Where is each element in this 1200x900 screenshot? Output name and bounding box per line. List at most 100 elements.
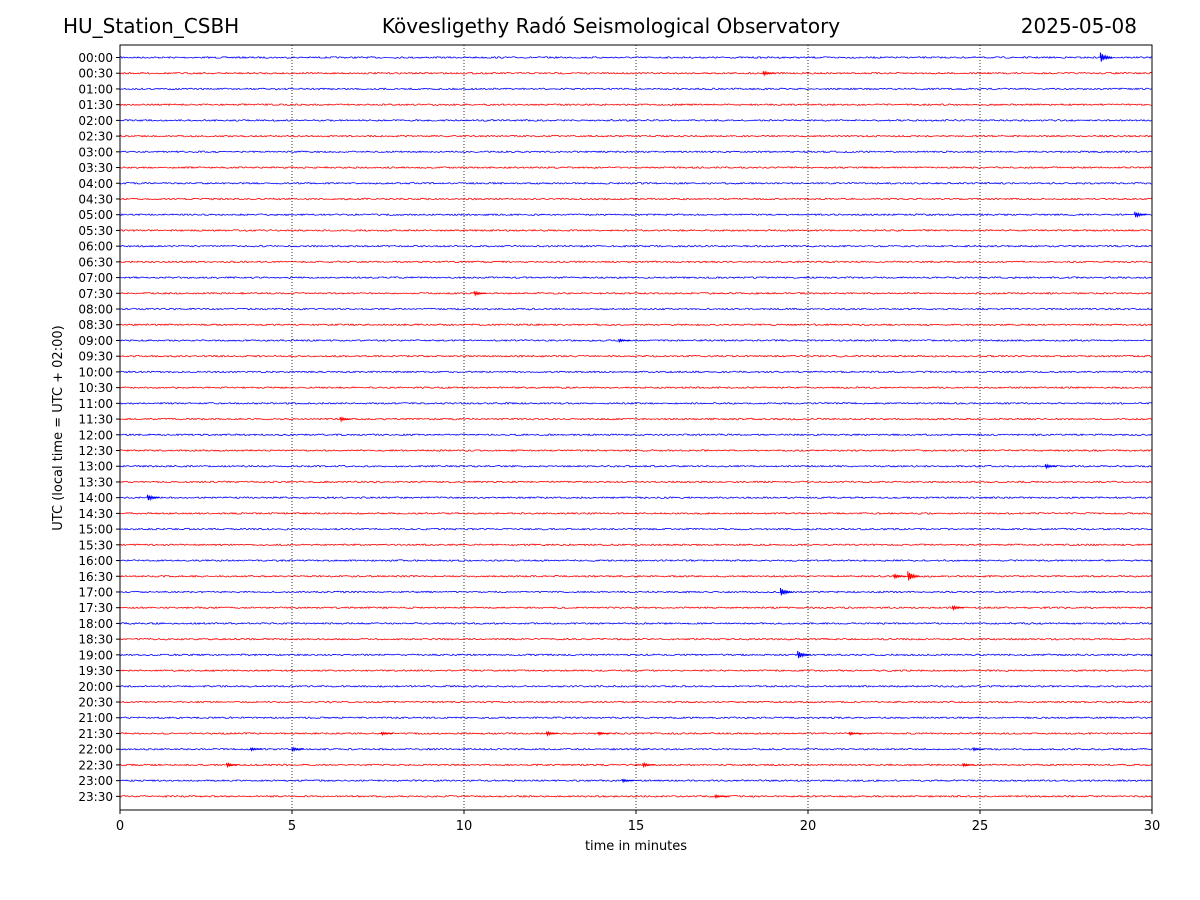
trace-2200 bbox=[119, 747, 1153, 751]
y-tick-label: 15:00 bbox=[78, 523, 113, 537]
y-tick-label: 23:30 bbox=[78, 790, 113, 804]
trace-0030 bbox=[119, 71, 1153, 75]
event-1630 bbox=[893, 573, 906, 580]
trace-0230 bbox=[119, 134, 1153, 138]
y-tick-label: 08:00 bbox=[78, 303, 113, 317]
y-tick-label: 18:00 bbox=[78, 617, 113, 631]
y-tick-label: 23:00 bbox=[78, 774, 113, 788]
y-tick-label: 19:30 bbox=[78, 664, 113, 678]
y-tick-label: 14:30 bbox=[78, 507, 113, 521]
trace-2000 bbox=[119, 684, 1153, 688]
x-tick-label: 25 bbox=[972, 819, 989, 834]
y-tick-label: 11:30 bbox=[78, 413, 113, 427]
x-axis: 0 5 10 15 20 25 30 bbox=[116, 810, 1160, 834]
y-tick-label: 04:30 bbox=[78, 192, 113, 206]
y-tick-label: 05:30 bbox=[78, 224, 113, 238]
x-tick-label: 15 bbox=[628, 819, 645, 834]
y-tick-label: 20:30 bbox=[78, 696, 113, 710]
x-tick-label: 10 bbox=[456, 819, 473, 834]
y-tick-label: 00:30 bbox=[78, 67, 113, 81]
event-2130 bbox=[597, 731, 611, 737]
y-tick-label: 13:00 bbox=[78, 460, 113, 474]
event-2230 bbox=[962, 762, 975, 768]
event-2200 bbox=[250, 746, 263, 752]
y-tick-label: 22:30 bbox=[78, 758, 113, 772]
y-tick-label: 17:00 bbox=[78, 585, 113, 599]
station-name: HU_Station_CSBH bbox=[63, 14, 240, 38]
event-2200 bbox=[972, 746, 985, 752]
y-tick-label: 04:00 bbox=[78, 177, 113, 191]
y-tick-label: 07:30 bbox=[78, 287, 113, 301]
event-2200 bbox=[291, 746, 304, 753]
y-tick-label: 11:00 bbox=[78, 397, 113, 411]
y-tick-label: 21:30 bbox=[78, 727, 113, 741]
x-axis-label: time in minutes bbox=[585, 839, 687, 854]
y-tick-label: 19:00 bbox=[78, 648, 113, 662]
y-tick-label: 16:30 bbox=[78, 570, 113, 584]
y-tick-label: 01:00 bbox=[78, 82, 113, 96]
y-tick-label: 03:00 bbox=[78, 145, 113, 159]
x-tick-label: 20 bbox=[800, 819, 817, 834]
traces-layer bbox=[119, 52, 1153, 800]
trace-0300 bbox=[119, 150, 1153, 154]
y-tick-label: 12:30 bbox=[78, 444, 113, 458]
y-tick-label: 12:00 bbox=[78, 428, 113, 442]
x-tick-label: 5 bbox=[288, 819, 296, 834]
event-0900 bbox=[618, 338, 631, 344]
trace-1130 bbox=[119, 417, 1153, 421]
y-tick-label: 08:30 bbox=[78, 318, 113, 332]
y-tick-label: 02:30 bbox=[78, 130, 113, 144]
trace-0100 bbox=[119, 87, 1153, 91]
event-1700 bbox=[780, 587, 793, 596]
y-tick-label: 01:30 bbox=[78, 98, 113, 112]
trace-1530 bbox=[119, 543, 1153, 547]
trace-2330 bbox=[119, 794, 1153, 798]
event-2300 bbox=[621, 778, 635, 784]
trace-1330 bbox=[119, 480, 1153, 484]
event-2130 bbox=[848, 731, 862, 737]
trace-0930 bbox=[119, 354, 1153, 358]
y-tick-label: 03:30 bbox=[78, 161, 113, 175]
event-0030 bbox=[762, 70, 776, 77]
event-2130 bbox=[546, 730, 559, 737]
y-tick-label: 02:00 bbox=[78, 114, 113, 128]
y-tick-label: 17:30 bbox=[78, 601, 113, 615]
y-axis-label: UTC (local time = UTC + 02:00) bbox=[51, 325, 66, 530]
x-tick-label: 30 bbox=[1144, 819, 1161, 834]
trace-1030 bbox=[119, 386, 1153, 390]
trace-1930 bbox=[119, 669, 1153, 672]
y-tick-label: 14:00 bbox=[78, 491, 113, 505]
event-1130 bbox=[339, 416, 353, 423]
event-2330 bbox=[714, 794, 727, 800]
event-1400 bbox=[147, 494, 160, 502]
y-tick-label: 09:30 bbox=[78, 350, 113, 364]
event-2230 bbox=[642, 762, 655, 769]
y-tick-label: 09:00 bbox=[78, 334, 113, 348]
trace-0500 bbox=[119, 213, 1153, 217]
x-tick-label: 0 bbox=[116, 819, 124, 834]
trace-0530 bbox=[119, 228, 1153, 232]
event-1900 bbox=[797, 650, 810, 659]
chart-date: 2025-05-08 bbox=[1020, 14, 1137, 38]
grid-layer bbox=[291, 45, 981, 810]
y-tick-label: 22:00 bbox=[78, 743, 113, 757]
trace-1730 bbox=[119, 606, 1153, 610]
trace-1100 bbox=[119, 401, 1153, 405]
y-tick-label: 06:30 bbox=[78, 255, 113, 269]
y-tick-label: 20:00 bbox=[78, 680, 113, 694]
event-2130 bbox=[380, 731, 394, 737]
event-1730 bbox=[952, 604, 965, 612]
y-tick-label: 10:00 bbox=[78, 365, 113, 379]
y-tick-label: 00:00 bbox=[78, 51, 113, 65]
event-0730 bbox=[473, 290, 487, 297]
y-tick-label: 15:30 bbox=[78, 538, 113, 552]
y-tick-label: 16:00 bbox=[78, 554, 113, 568]
trace-0700 bbox=[119, 276, 1153, 280]
event-1630 bbox=[907, 571, 920, 581]
y-tick-label: 07:00 bbox=[78, 271, 113, 285]
trace-1600 bbox=[119, 559, 1153, 562]
y-tick-label: 10:30 bbox=[78, 381, 113, 395]
y-tick-label: 05:00 bbox=[78, 208, 113, 222]
event-0000 bbox=[1099, 52, 1113, 62]
